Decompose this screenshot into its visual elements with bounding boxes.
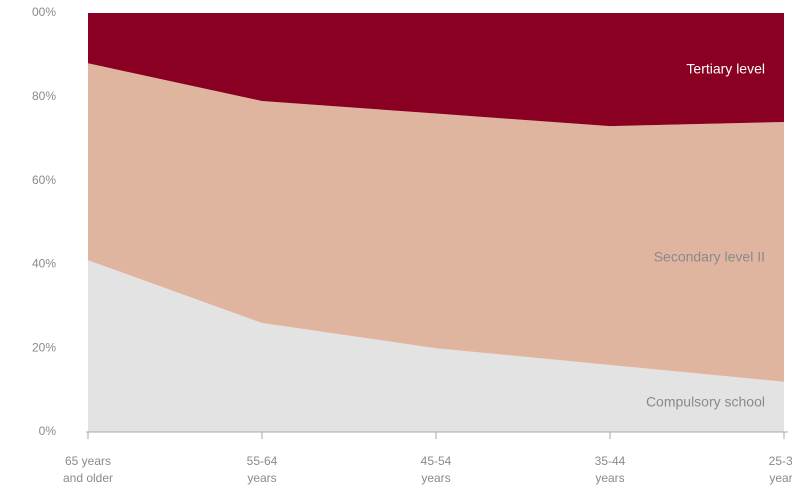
series-label: Secondary level II: [654, 249, 765, 265]
x-tick-label: years: [769, 471, 792, 485]
y-tick-label: 20%: [32, 340, 56, 354]
series-label: Compulsory school: [646, 394, 765, 410]
y-tick-label: 40%: [32, 257, 56, 271]
area: [88, 63, 784, 382]
x-tick-label: 65 years: [65, 454, 111, 468]
x-tick-label: years: [247, 471, 276, 485]
area: [88, 260, 784, 432]
y-tick-label: 0%: [39, 424, 57, 438]
x-tick-label: 35-44: [595, 454, 626, 468]
x-tick-label: and older: [63, 471, 113, 485]
area: [88, 13, 784, 127]
x-tick-label: 55-64: [247, 454, 278, 468]
x-tick-label: 45-54: [421, 454, 452, 468]
y-tick-label: 00%: [32, 5, 56, 19]
x-tick-label: 25-34: [769, 454, 792, 468]
y-tick-label: 60%: [32, 173, 56, 187]
series-label: Tertiary level: [686, 61, 765, 77]
x-tick-label: years: [421, 471, 450, 485]
y-tick-label: 80%: [32, 89, 56, 103]
x-tick-label: years: [595, 471, 624, 485]
